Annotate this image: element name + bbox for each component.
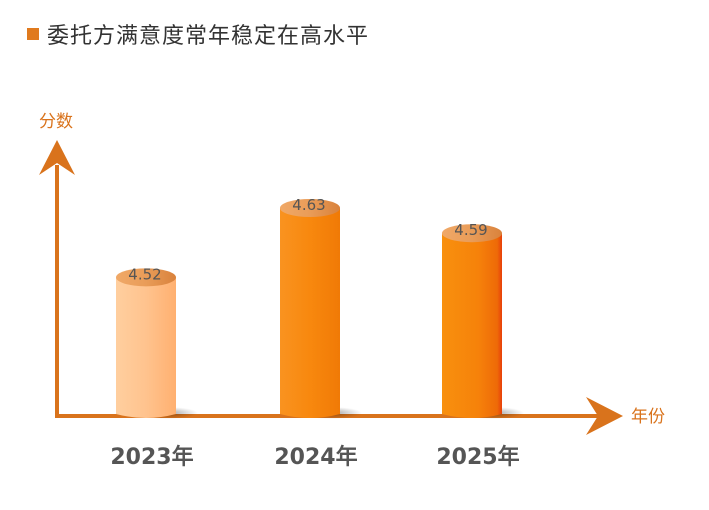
bar-cap (442, 224, 502, 243)
bar (442, 233, 502, 418)
bar-value-label: 4.52 (128, 265, 161, 283)
x-tick-label: 2025年 (436, 444, 519, 470)
x-axis-label: 年份 (631, 407, 665, 427)
chart-title-text: 委托方满意度常年稳定在高水平 (47, 24, 370, 49)
chart-title: 委托方满意度常年稳定在高水平 (27, 18, 369, 50)
bar-value-label: 4.63 (292, 196, 325, 214)
bar-cap (116, 268, 176, 287)
bar-group-2: 4.63 2024年 (274, 196, 362, 470)
bar-value-label: 4.59 (454, 221, 487, 239)
bar (116, 277, 176, 418)
y-axis-label: 分数 (39, 112, 73, 132)
x-axis-arrow (586, 397, 623, 435)
y-axis-arrow (39, 140, 75, 175)
bar-group-1: 4.52 2023年 (110, 265, 198, 470)
x-tick-label: 2023年 (110, 444, 193, 470)
bar (280, 208, 340, 418)
bar-cap (280, 199, 340, 217)
x-tick-label: 2024年 (274, 444, 357, 470)
bar-group-3: 4.59 2025年 (436, 221, 524, 470)
title-marker (27, 28, 39, 40)
